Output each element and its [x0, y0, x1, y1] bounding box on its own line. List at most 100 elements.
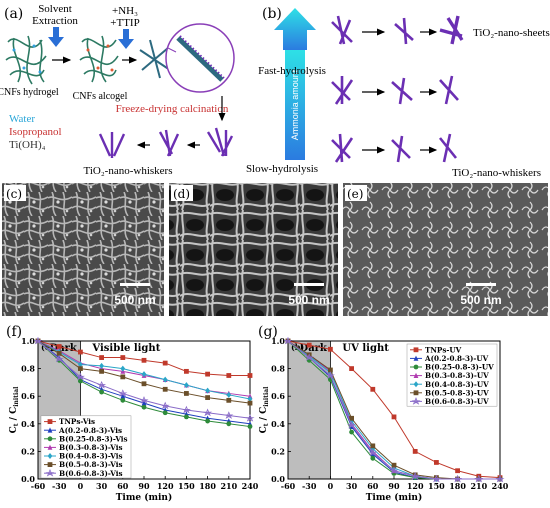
chart-f: (f) -60 -30 0 30 60 90 120 150 180 210 240 0.0 0.2 0.4… [6, 324, 259, 503]
x-tick-label: 150 [178, 481, 195, 491]
ammonia-amount-label: Ammonia amount [290, 69, 300, 140]
data-point [226, 373, 232, 378]
data-point [141, 381, 147, 387]
data-point [120, 355, 126, 360]
data-point [203, 408, 213, 417]
row-arrows [362, 28, 438, 154]
data-point [247, 424, 253, 429]
x-tick-label: -30 [52, 481, 67, 491]
y-tick-label: 1.0 [271, 336, 285, 346]
y-tick-label: 0.0 [21, 474, 35, 484]
data-point [283, 336, 293, 345]
x-tick-label: -30 [302, 481, 317, 491]
data-point [306, 342, 312, 348]
data-point [99, 368, 104, 374]
data-point [247, 395, 253, 402]
legend-entry: B(0.6-0.8-3)-Vis [59, 469, 123, 478]
legend-swatch-marker [47, 453, 53, 459]
data-point [160, 401, 170, 410]
legend-entry: TNPs-Vis [59, 417, 95, 426]
panel-e-letter: (e) [347, 187, 363, 201]
hydrolysis-rows [331, 15, 464, 163]
legend-entry: A(0.2-0.8-3)-UV [424, 354, 489, 363]
data-point [141, 371, 147, 378]
y-tick-label: 0.0 [271, 474, 285, 484]
x-axis-label: Time (min) [366, 492, 423, 503]
legend-entry: B(0.5-0.8-3)-Vis [59, 460, 123, 469]
legend-swatch-marker [411, 397, 421, 405]
series-6 [33, 336, 255, 422]
x-tick-label: 60 [117, 481, 129, 491]
panel-b-letter: (b) [262, 6, 282, 22]
y-tick-label: 0.2 [21, 446, 35, 456]
x-tick-label: 210 [220, 481, 237, 491]
extraction-label: Extraction [32, 15, 78, 27]
data-point [226, 391, 232, 398]
scale-bar-e [466, 283, 496, 286]
y-tick-label: 0.4 [21, 419, 35, 429]
legend-entry: B(0.4-0.8-3)-UV [425, 380, 489, 389]
data-point [56, 351, 62, 356]
data-point [410, 472, 420, 480]
legend-entry: B(0.6-0.8-3)-UV [425, 397, 489, 406]
legend-entry: B(0.25-0.8-3)-UV [425, 363, 494, 372]
data-point [224, 411, 234, 419]
data-point [431, 474, 441, 483]
data-point [162, 410, 168, 416]
whisker-bundle-mid [158, 129, 180, 157]
legend-swatch-marker [47, 419, 53, 424]
data-point [184, 391, 189, 396]
data-point [184, 368, 189, 374]
data-point [78, 366, 83, 371]
dark-label: Dark [300, 343, 328, 354]
panel-c-letter: (c) [6, 187, 22, 201]
legend-entry: B(0.25-0.8-3)-Vis [59, 434, 128, 443]
panel-f-letter: (f) [6, 324, 22, 340]
sem-image-c [2, 183, 164, 316]
data-point [99, 389, 104, 395]
dark-region [288, 341, 331, 479]
y-tick-label: 0.2 [271, 446, 285, 456]
zoom-line [167, 47, 177, 53]
nh3-label: +NH₃ [112, 5, 138, 17]
data-point [226, 421, 232, 427]
panel-d-letter-box [171, 185, 193, 201]
cnf-alcogel-network [79, 35, 119, 83]
freeze-drying-label: Freeze-drying calcination [116, 103, 229, 115]
data-point [141, 400, 147, 406]
chart-g: (g) -60 -30 0 30 60 90 120 150 180 210 240 0.0 0.2 0.4… [258, 324, 509, 503]
data-point [391, 414, 397, 420]
data-point [434, 460, 439, 465]
x-tick-label: 90 [138, 481, 150, 491]
data-point [370, 455, 376, 461]
legend-swatch-marker [45, 468, 55, 477]
data-point [120, 374, 126, 380]
data-point [247, 400, 253, 406]
data-point [139, 396, 149, 404]
data-point [347, 420, 357, 429]
fast-up-arrow [274, 8, 316, 50]
nano-whiskers-label-a: TiO₂-nano-whiskers [84, 165, 173, 177]
ammonia-bar [285, 50, 305, 160]
scale-bar-c [120, 283, 150, 286]
legend-swatch-marker [47, 427, 53, 433]
sem-image-e [343, 183, 548, 316]
panel-d-sem: (d) 500 nm [169, 183, 338, 316]
x-tick-label: 150 [428, 481, 445, 491]
y-tick-label: 0.6 [271, 391, 285, 401]
coated-fibers [139, 39, 171, 79]
legend-entry: A(0.2-0.8-3)-Vis [58, 426, 122, 435]
scale-label-d: 500 nm [288, 293, 329, 307]
data-point [118, 389, 128, 397]
y-tick-label: 0.4 [271, 419, 285, 429]
legend-swatch-marker [413, 364, 419, 370]
data-point [56, 344, 62, 349]
cnf-hydrogel-network [5, 35, 47, 85]
data-point [205, 371, 210, 377]
data-point [184, 382, 189, 389]
data-point [325, 371, 335, 379]
data-point [245, 414, 255, 422]
x-tick-label: 90 [388, 481, 400, 491]
whisker-bundle-left [98, 132, 126, 158]
y-axis-label: Ct / Cinitial [259, 386, 270, 434]
